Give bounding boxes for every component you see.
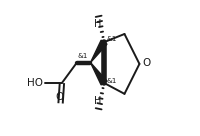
Text: H: H [94,96,102,106]
Text: O: O [55,92,63,102]
Polygon shape [90,40,107,63]
Text: &1: &1 [106,78,116,84]
Polygon shape [90,63,107,85]
Text: HO: HO [27,78,43,88]
Text: &1: &1 [106,36,116,42]
Text: H: H [94,19,102,29]
Text: O: O [143,58,151,68]
Text: &1: &1 [78,53,88,59]
